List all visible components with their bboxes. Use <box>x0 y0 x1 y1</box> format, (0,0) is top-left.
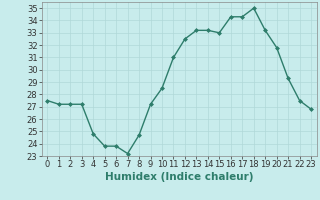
X-axis label: Humidex (Indice chaleur): Humidex (Indice chaleur) <box>105 172 253 182</box>
